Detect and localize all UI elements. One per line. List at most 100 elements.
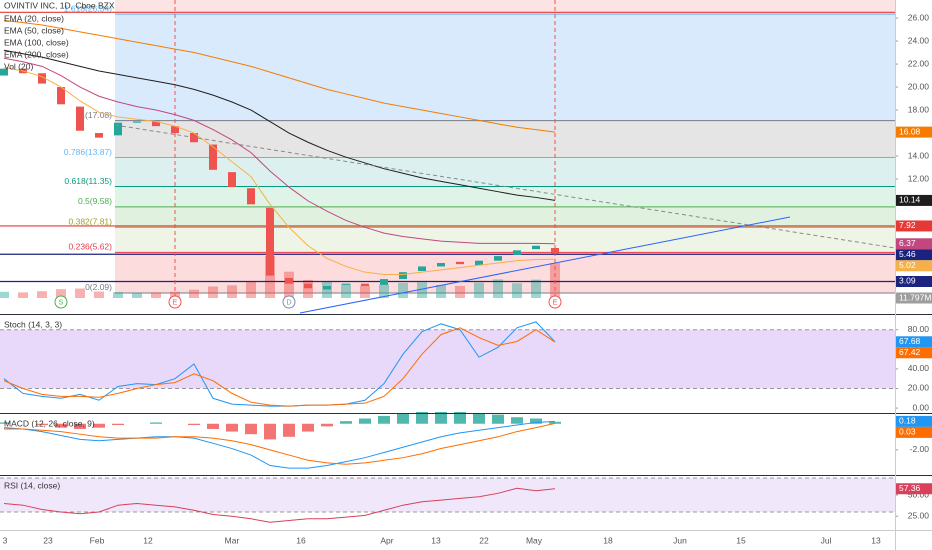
histogram-bar [549, 421, 561, 424]
candle [209, 144, 217, 170]
fib-label: 0.786(13.87) [64, 147, 112, 157]
top-zone [115, 0, 895, 14]
volume-bar [398, 282, 408, 298]
histogram-bar [55, 423, 67, 428]
histogram-bar [454, 411, 466, 424]
candle [304, 283, 312, 289]
candle [437, 262, 445, 267]
time-axis-label: 15 [736, 535, 746, 545]
histogram-bar [264, 423, 276, 440]
candle [551, 248, 559, 254]
histogram-bar [150, 422, 162, 424]
event-label: D [286, 299, 291, 306]
series-line [3, 49, 556, 201]
candle [57, 87, 65, 105]
price-tag [896, 483, 932, 495]
y-tick-label: 80.00 [908, 324, 930, 334]
y-tick-label: 18.00 [908, 104, 930, 114]
price-tag-label: 7.92 [899, 220, 916, 230]
y-tick-label: 24.00 [908, 35, 930, 45]
chart-title: OVINTIV INC, 1D, Cboe BZX [4, 0, 115, 10]
legend-entry: EMA (20, close) [4, 13, 64, 23]
price-tag [896, 260, 932, 272]
plot-layer: 1.618(26.34) 1(17.08) 0.786(13.87) 0.618(11… [0, 0, 895, 523]
volume-bar [151, 292, 161, 298]
candle [475, 260, 483, 266]
event-marker [282, 295, 296, 309]
price-tag-label: 3.09 [899, 276, 916, 286]
histogram-bar [226, 423, 238, 432]
y-tick-label: 12.00 [908, 173, 930, 183]
candle [361, 283, 369, 286]
candle [171, 126, 179, 134]
fib-zone [115, 227, 895, 253]
time-axis-label: Jul [821, 535, 832, 545]
legend-entry: EMA (200, close) [4, 49, 69, 59]
series-line [3, 327, 556, 407]
histogram-bar [435, 411, 447, 424]
price-tag [896, 220, 932, 232]
y-tick-label: 20.00 [908, 81, 930, 91]
y-tick-label: 26.00 [908, 12, 930, 22]
event-label: E [173, 299, 178, 306]
histogram-bar [74, 423, 86, 429]
price-tag [896, 126, 932, 138]
volume-bar [189, 289, 199, 298]
fib-label: 0.618(11.35) [64, 176, 112, 186]
volume-bar [113, 292, 123, 298]
histogram-bar [36, 423, 48, 426]
candle [247, 188, 255, 205]
candle [456, 261, 464, 265]
time-axis-label: May [526, 535, 543, 545]
volume-bar [322, 282, 332, 298]
y-tick-label: 20.00 [908, 383, 930, 393]
candle [114, 122, 122, 136]
volume-bar [455, 285, 465, 298]
volume-bar [512, 283, 522, 298]
histogram-bar [359, 418, 371, 424]
candle [76, 106, 84, 131]
histogram-bar [397, 413, 409, 424]
volume-bar [417, 282, 427, 298]
fib-label: 0(2.09) [85, 282, 112, 292]
time-axis-label: 12 [143, 535, 153, 545]
candle [38, 73, 46, 84]
band [0, 329, 895, 389]
y-tick-label: 25.00 [908, 510, 930, 520]
time-axis-label: 16 [296, 535, 306, 545]
candle [380, 279, 388, 285]
event-marker [548, 295, 562, 309]
y-tick-label: 0.00 [912, 402, 929, 412]
price-tag [896, 238, 932, 250]
series-line [4, 422, 556, 465]
price-tag-label: 16.08 [899, 126, 921, 136]
legend-entry: EMA (50, close) [4, 25, 64, 35]
price-tag-label: 67.68 [899, 336, 921, 346]
candle [418, 266, 426, 272]
price-tag-label: 11.797M [899, 292, 931, 302]
time-axis-label: Jun [673, 535, 687, 545]
volume-bar [75, 288, 85, 298]
pane-title: MACD (12, 26, close, 9) [4, 418, 95, 428]
volume-bar [132, 292, 142, 298]
volume-bar [94, 291, 104, 298]
time-axis-label: 18 [603, 535, 613, 545]
volume-bar [56, 289, 66, 298]
histogram-bar [492, 414, 504, 424]
volume-bar [303, 279, 313, 298]
candle [0, 68, 8, 76]
price-tag-label: 0.18 [899, 416, 916, 426]
fib-zone [115, 14, 895, 121]
price-tag [896, 426, 932, 438]
fib-label: 0.236(5.62) [69, 242, 113, 252]
series-line [3, 57, 556, 245]
candle [95, 133, 103, 138]
series-line [3, 420, 556, 469]
histogram-bar [207, 423, 219, 429]
candle [152, 121, 160, 127]
volume-bar [246, 281, 256, 298]
time-axis-label: Apr [380, 535, 393, 545]
histogram-bar [530, 418, 542, 424]
candle [285, 277, 293, 284]
series-line [3, 487, 556, 523]
